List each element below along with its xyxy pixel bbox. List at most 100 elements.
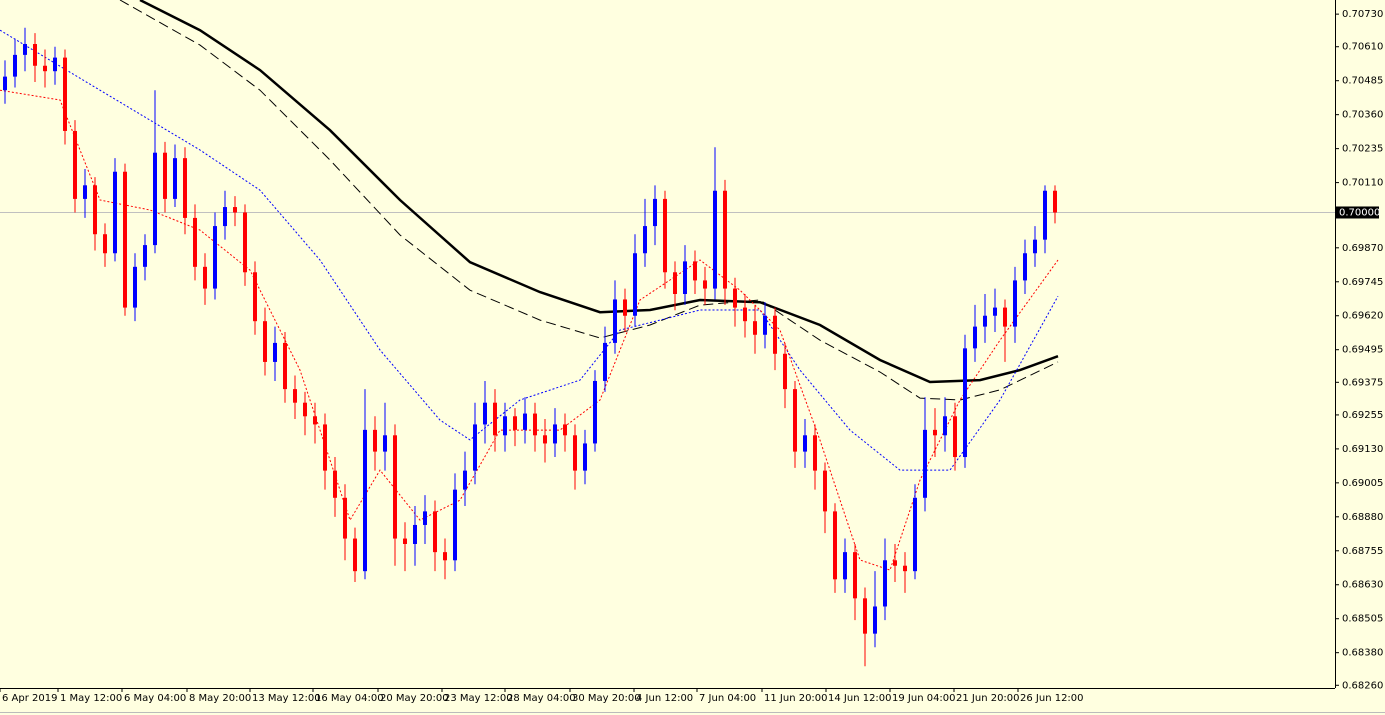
x-tick-label: 16 May 04:00	[315, 693, 384, 704]
candle-body	[623, 299, 627, 316]
candle-body	[333, 470, 337, 498]
candle-body	[53, 57, 57, 72]
candle-body	[813, 435, 817, 471]
candle-body	[273, 342, 277, 362]
candle-body	[193, 217, 197, 267]
y-tick-label: 0.70610	[1342, 42, 1383, 53]
y-tick-label: 0.68260	[1342, 680, 1383, 691]
candle-body	[753, 321, 757, 335]
candle-body	[963, 348, 967, 458]
candle-body	[743, 307, 747, 322]
candle-body	[93, 185, 97, 235]
candle-body	[1003, 307, 1007, 327]
y-tick-label: 0.70730	[1342, 9, 1383, 20]
candle-body	[693, 261, 697, 281]
candle-body	[243, 212, 247, 273]
candle-body	[393, 435, 397, 539]
y-tick-label: 0.70360	[1342, 110, 1383, 121]
candle-body	[453, 489, 457, 561]
y-tick-label: 0.70235	[1342, 144, 1383, 155]
candle-body	[283, 342, 287, 390]
x-tick-label: 26 Jun 12:00	[1020, 693, 1084, 704]
y-tick-label: 0.69870	[1342, 243, 1383, 254]
candle-body	[513, 416, 517, 430]
candle-body	[643, 226, 647, 254]
candle-body	[363, 429, 367, 572]
candle-body	[423, 511, 427, 525]
x-tick-label: 11 Jun 20:00	[764, 693, 828, 704]
candle-body	[293, 389, 297, 403]
candle-body	[343, 497, 347, 539]
candle-body	[653, 198, 657, 227]
candle-body	[133, 266, 137, 308]
candle-body	[763, 315, 767, 335]
candle-body	[213, 226, 217, 289]
candle-body	[943, 416, 947, 436]
x-tick-label: 21 Jun 20:00	[956, 693, 1020, 704]
candle-body	[353, 538, 357, 572]
candle-body	[443, 552, 447, 561]
candle-body	[893, 560, 897, 566]
x-tick-label: 20 May 20:00	[380, 693, 449, 704]
candle-body	[553, 424, 557, 444]
candle-body	[113, 171, 117, 254]
price-label: 0.70000	[1339, 207, 1380, 218]
candle-body	[473, 424, 477, 471]
candle-body	[703, 280, 707, 289]
candle-body	[923, 429, 927, 498]
candle-body	[833, 511, 837, 580]
y-tick-label: 0.69255	[1342, 410, 1383, 421]
y-tick-label: 0.68380	[1342, 648, 1383, 659]
candle-body	[23, 44, 27, 55]
candle-body	[973, 326, 977, 349]
x-tick-label: 8 May 20:00	[189, 693, 251, 704]
y-tick-label: 0.69130	[1342, 444, 1383, 455]
y-tick-label: 0.69375	[1342, 377, 1383, 388]
candle-body	[503, 416, 507, 436]
candle-body	[993, 307, 997, 316]
y-tick-label: 0.68880	[1342, 512, 1383, 523]
candle-body	[1023, 253, 1027, 281]
candle-body	[403, 538, 407, 544]
candle-body	[153, 152, 157, 246]
candle-body	[43, 65, 47, 72]
candle-body	[183, 158, 187, 218]
candle-body	[903, 565, 907, 572]
x-tick-label: 7 Jun 04:00	[699, 693, 756, 704]
candle-body	[663, 198, 667, 273]
candle-body	[203, 266, 207, 289]
candle-body	[323, 424, 327, 471]
candle-body	[33, 44, 37, 66]
y-tick-label: 0.70485	[1342, 76, 1383, 87]
x-tick-label: 4 Jun 12:00	[636, 693, 693, 704]
candle-body	[373, 429, 377, 452]
candle-body	[1053, 190, 1057, 213]
candle-body	[733, 288, 737, 308]
candle-body	[1033, 239, 1037, 254]
candle-body	[543, 435, 547, 444]
x-tick-label: 13 May 12:00	[252, 693, 321, 704]
candle-body	[933, 429, 937, 436]
candle-body	[233, 207, 237, 213]
candle-body	[953, 416, 957, 458]
candle-body	[683, 261, 687, 295]
candle-body	[1013, 280, 1017, 327]
candle-body	[593, 380, 597, 444]
candle-body	[413, 524, 417, 544]
candle-body	[143, 245, 147, 267]
candle-body	[383, 435, 387, 452]
candle-body	[433, 511, 437, 553]
y-tick-label: 0.68505	[1342, 614, 1383, 625]
moving-average	[139, 0, 1059, 384]
candle-body	[63, 57, 67, 131]
x-tick-label: 30 May 20:00	[572, 693, 641, 704]
y-tick-label: 0.68630	[1342, 580, 1383, 591]
candle-body	[583, 443, 587, 471]
candle-body	[73, 130, 77, 199]
candle-body	[3, 76, 7, 91]
y-tick-label: 0.70110	[1342, 178, 1383, 189]
candle-body	[913, 497, 917, 572]
x-tick-label: 14 Jun 12:00	[828, 693, 892, 704]
price-label-box	[1336, 206, 1379, 219]
